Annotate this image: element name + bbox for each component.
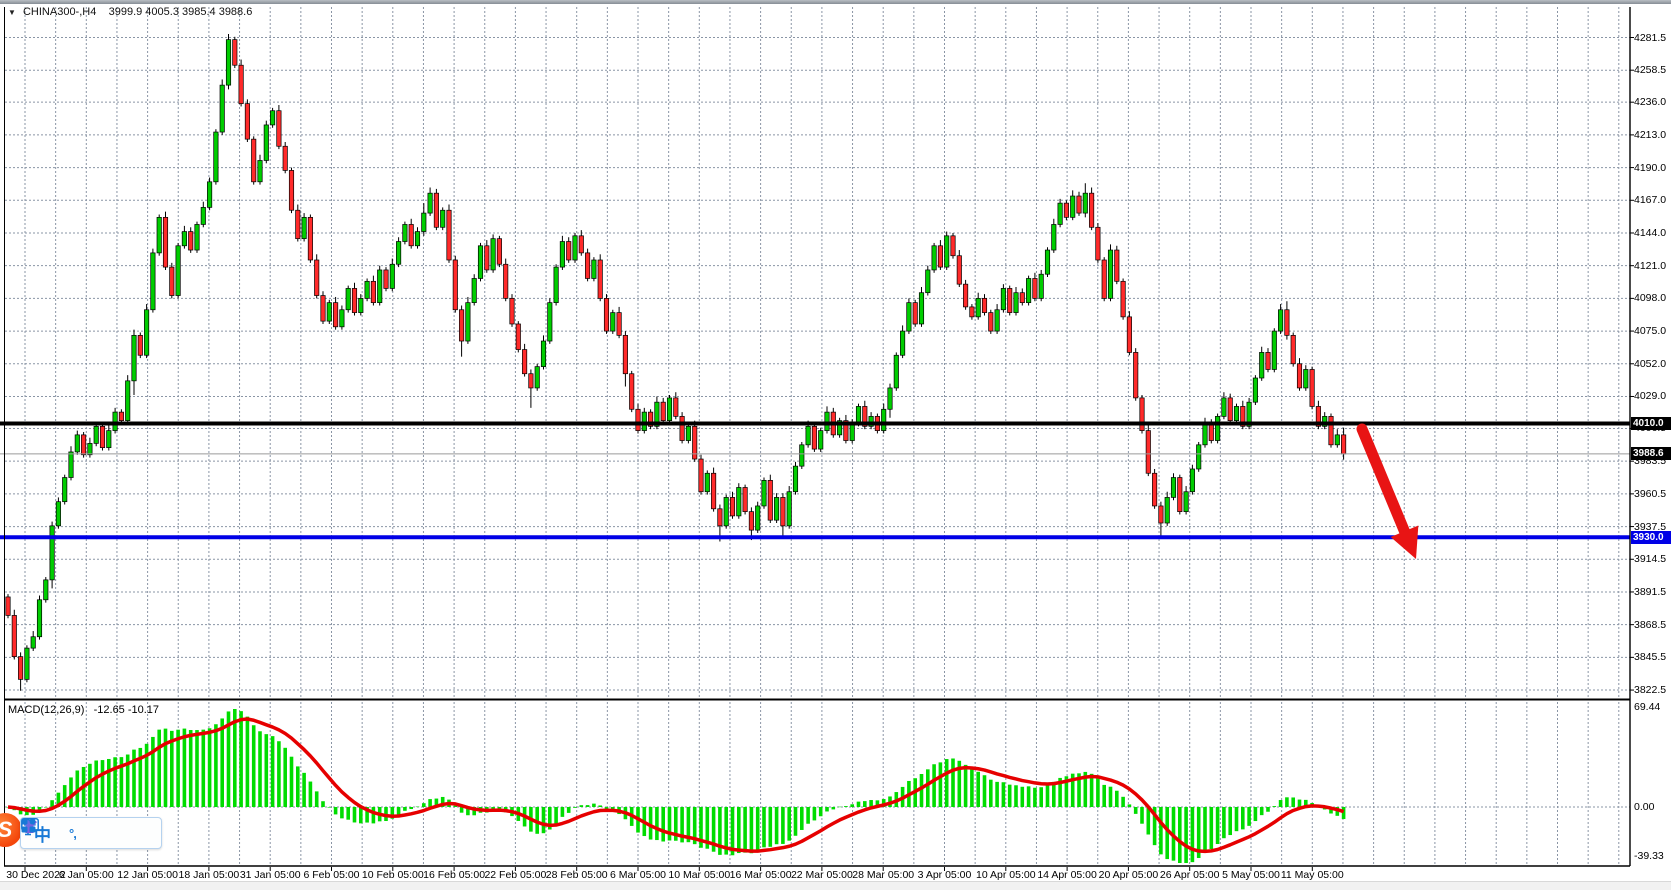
price-axis-tick: 4052.0 bbox=[1634, 357, 1667, 370]
time-axis-tick: 22 Mar 05:00 bbox=[790, 869, 853, 881]
time-axis-tick: 6 Feb 05:00 bbox=[303, 869, 360, 881]
time-axis-tick: 5 May 05:00 bbox=[1222, 869, 1280, 881]
time-axis-tick: 18 Jan 05:00 bbox=[178, 869, 240, 881]
time-axis-tick: 10 Apr 05:00 bbox=[976, 869, 1036, 881]
price-axis-tick: 3960.5 bbox=[1634, 487, 1667, 500]
trend-arrow-annotation[interactable] bbox=[1356, 423, 1419, 559]
time-axis-tick: 28 Mar 05:00 bbox=[852, 869, 915, 881]
price-axis-tick: 4167.0 bbox=[1634, 194, 1667, 207]
price-axis-tick: 4075.0 bbox=[1634, 325, 1667, 338]
punctuation-mode-icon[interactable]: °, bbox=[69, 825, 77, 841]
price-axis-tick: 4121.0 bbox=[1634, 259, 1667, 272]
price-axis-tick: 3868.5 bbox=[1634, 618, 1667, 631]
bid-price-badge: 3988.6 bbox=[1631, 447, 1671, 461]
symbol-dropdown-icon[interactable]: ▼ bbox=[8, 8, 16, 17]
time-axis-tick: 10 Feb 05:00 bbox=[361, 869, 424, 881]
time-axis-tick: 16 Feb 05:00 bbox=[423, 869, 486, 881]
price-axis-tick: 3891.5 bbox=[1634, 585, 1667, 598]
macd-signal-line bbox=[7, 717, 1345, 854]
time-axis-tick: 22 Feb 05:00 bbox=[484, 869, 547, 881]
time-axis-tick: 26 Apr 05:00 bbox=[1159, 869, 1220, 881]
time-axis-tick: 3 Apr 05:00 bbox=[917, 869, 972, 881]
macd-indicator-label: MACD(12,26,9) -12.65 -10.17 bbox=[8, 704, 160, 716]
time-axis-tick: 28 Feb 05:00 bbox=[545, 869, 608, 881]
price-axis-tick: 3845.5 bbox=[1634, 651, 1667, 664]
indicator-axis-tick: 0.00 bbox=[1634, 801, 1655, 813]
time-axis-tick: 14 Apr 05:00 bbox=[1037, 869, 1097, 881]
time-axis-tick: 20 Apr 05:00 bbox=[1098, 869, 1159, 881]
time-axis-tick: 16 Mar 05:00 bbox=[729, 869, 792, 881]
sogou-logo-icon[interactable]: S bbox=[0, 813, 22, 847]
price-axis-tick: 3937.5 bbox=[1634, 520, 1667, 533]
time-axis-tick: 6 Mar 05:00 bbox=[609, 869, 667, 881]
price-axis-tick: 4098.0 bbox=[1634, 292, 1667, 305]
ime-toolbar: S 中 °, bbox=[0, 810, 170, 852]
indicator-axis-tick: -39.33 bbox=[1634, 850, 1664, 862]
time-axis-tick: 30 Dec 2022 bbox=[6, 869, 66, 881]
price-axis-tick: 4281.5 bbox=[1634, 31, 1667, 44]
price-axis-tick: 4258.5 bbox=[1634, 64, 1667, 77]
price-axis-tick: 3914.5 bbox=[1634, 553, 1667, 566]
support-price-badge: 3930.0 bbox=[1631, 530, 1671, 544]
window-bottom-edge bbox=[0, 881, 1671, 890]
ohlc-quote-label: 3999.9 4005.3 3985.4 3988.6 bbox=[108, 6, 253, 18]
price-axis-tick: 4190.0 bbox=[1634, 161, 1667, 174]
macd-values: -12.65 -10.17 bbox=[93, 704, 160, 716]
price-axis-tick: 4144.0 bbox=[1634, 226, 1667, 239]
price-axis-tick: 4236.0 bbox=[1634, 96, 1667, 109]
ime-toolbar-bar: 中 °, bbox=[20, 817, 162, 849]
price-axis-tick: 3822.5 bbox=[1634, 684, 1667, 697]
time-axis-tick: 11 May 05:00 bbox=[1280, 869, 1344, 881]
candles-layer[interactable] bbox=[5, 33, 1347, 691]
time-axis-tick: 6 Jan 05:00 bbox=[58, 869, 114, 881]
symbol-period-label: CHINA300-,H4 bbox=[22, 6, 97, 18]
time-axis-tick: 10 Mar 05:00 bbox=[668, 869, 731, 881]
indicator-axis-tick: 69.44 bbox=[1634, 701, 1661, 713]
window-top-edge bbox=[0, 0, 1671, 4]
resistance-price-badge: 4010.0 bbox=[1631, 416, 1671, 430]
pane-borders bbox=[4, 7, 1634, 871]
price-axis-tick: 4213.0 bbox=[1634, 128, 1667, 141]
price-axis-tick: 4029.0 bbox=[1634, 390, 1667, 403]
macd-histogram bbox=[6, 709, 1346, 863]
time-axis-tick: 31 Jan 05:00 bbox=[239, 869, 301, 881]
time-axis-tick: 12 Jan 05:00 bbox=[117, 869, 178, 881]
chart-title: ▼ CHINA300-,H4 3999.9 4005.3 3985.4 3988… bbox=[8, 6, 252, 18]
